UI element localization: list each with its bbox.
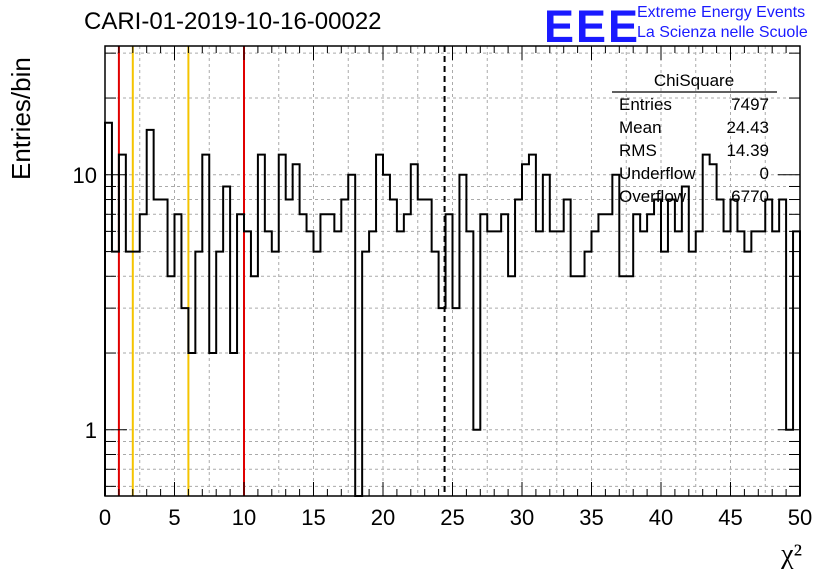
x-tick-label: 15 <box>301 505 325 530</box>
y-tick-label: 1 <box>85 418 97 443</box>
x-tick-label: 10 <box>232 505 256 530</box>
logo-caption-line1: Extreme Energy Events <box>637 4 806 21</box>
chart-title: CARI-01-2019-10-16-00022 <box>84 8 382 35</box>
stats-label-overflow: Overflow <box>619 187 687 206</box>
x-tick-label: 20 <box>371 505 395 530</box>
stats-label-underflow: Underflow <box>619 164 696 183</box>
stats-label-rms: RMS <box>619 141 657 160</box>
x-tick-label: 45 <box>718 505 742 530</box>
x-tick-label: 40 <box>649 505 673 530</box>
stats-label-entries: Entries <box>619 95 672 114</box>
logo-caption-line2: La Scienza nelle Scuole <box>637 24 808 41</box>
stats-value-rms: 14.39 <box>726 141 769 160</box>
stats-box: ChiSquare Entries 7497 Mean 24.43 RMS 14… <box>612 71 777 206</box>
x-tick-label: 5 <box>168 505 180 530</box>
stats-value-underflow: 0 <box>760 164 769 183</box>
stats-box-name: ChiSquare <box>654 71 734 90</box>
x-tick-label: 30 <box>510 505 534 530</box>
eee-logo: EEE <box>544 1 641 52</box>
x-axis-label: χ² <box>780 539 802 570</box>
y-axis-label: Entries/bin <box>6 57 36 180</box>
axes: 0 5 10 15 20 25 30 35 40 45 50 1 10 <box>73 45 812 530</box>
stats-value-mean: 24.43 <box>726 118 769 137</box>
x-tick-label: 25 <box>440 505 464 530</box>
x-tick-label: 50 <box>788 505 812 530</box>
histogram-line <box>104 121 801 497</box>
x-tick-label: 0 <box>99 505 111 530</box>
histogram-series <box>104 121 801 497</box>
stats-label-mean: Mean <box>619 118 662 137</box>
stats-value-entries: 7497 <box>731 95 769 114</box>
stats-value-overflow: 6770 <box>731 187 769 206</box>
y-tick-label: 10 <box>73 163 97 188</box>
x-tick-label: 35 <box>579 505 603 530</box>
